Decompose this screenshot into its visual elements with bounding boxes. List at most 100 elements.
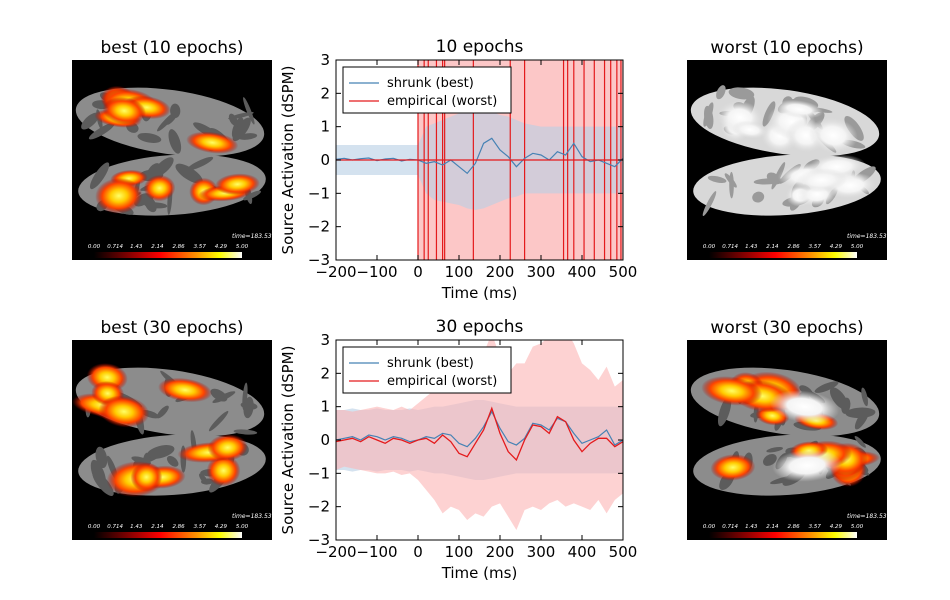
sulcus-shape: [724, 173, 737, 188]
y-tick-label: 0: [320, 151, 330, 169]
brain-image: time=183.53 ms 0.00 0.714 1.43 2.14 2.86 3.57 4…: [72, 60, 282, 260]
hemisphere: [78, 154, 266, 216]
hemisphere: [78, 430, 266, 497]
colorbar-tick-label: 2.14: [766, 524, 779, 530]
hemisphere: [75, 85, 265, 157]
brain-panel-worst-30: worst (30 epochs) time=183.53 ms 0.00 0.71…: [687, 318, 897, 540]
colorbar-tick-label: 4.29: [830, 244, 843, 250]
sulcus-shape: [90, 459, 106, 488]
colorbar-tick-label: 3.57: [809, 524, 822, 530]
colorbar-tick-label: 2.86: [172, 524, 185, 530]
colorbar-tick-label: 2.86: [787, 524, 800, 530]
colorbar-tick-label: 5.00: [236, 524, 249, 530]
brain-panel-best-30: best (30 epochs) time=183.53 ms 0.00 0.714…: [72, 318, 282, 540]
activation-blob: [95, 177, 143, 214]
sulcus-shape: [81, 112, 100, 130]
colorbar-tick-label: 0.714: [722, 524, 738, 530]
y-tick-label: 1: [320, 118, 330, 136]
sulcus-shape: [766, 447, 783, 453]
x-tick-label: 300: [527, 263, 556, 281]
chart-title: 30 epochs: [436, 317, 524, 337]
colorbar-tick-label: 2.86: [787, 244, 800, 250]
x-tick-label: 200: [486, 543, 515, 561]
legend: shrunk (best) empirical (worst): [342, 346, 512, 394]
sulcus-shape: [704, 105, 714, 129]
colorbar-tick-label: 1.43: [130, 244, 143, 250]
y-tick-label: 2: [320, 84, 330, 102]
colorbar-tick-label: 2.86: [172, 244, 185, 250]
legend-entry: empirical (worst): [387, 374, 497, 389]
sulcus-shape: [175, 163, 203, 184]
activation-blob: [808, 117, 858, 154]
colorbar-tick-label: 3.57: [194, 524, 207, 530]
sulcus-shape: [763, 453, 777, 466]
y-tick-label: −3: [308, 531, 330, 549]
colorbar-tick-label: 0.714: [107, 244, 123, 250]
sulcus-shape: [854, 408, 870, 430]
y-tick-label: 2: [320, 364, 330, 382]
activation-blob: [769, 390, 840, 424]
sulcus-shape: [232, 117, 251, 142]
sulcus-shape: [237, 133, 258, 140]
time-label: time=183.53 ms: [847, 233, 897, 240]
x-tick-label: 400: [568, 263, 597, 281]
x-tick-label: 400: [568, 543, 597, 561]
y-tick-label: −2: [308, 218, 330, 236]
sulcus-shape: [89, 162, 110, 190]
legend-entry: empirical (worst): [387, 94, 497, 109]
legend-box: [342, 346, 512, 394]
brain-image: time=183.53 ms 0.00 0.714 1.43 2.14 2.86 3.57 4…: [687, 340, 897, 540]
sulcus-shape: [707, 175, 727, 183]
colorbar-tick-label: 1.43: [130, 524, 143, 530]
time-label: time=183.53 ms: [232, 233, 282, 240]
legend-entry: shrunk (best): [387, 356, 474, 371]
sulcus-shape: [233, 429, 258, 435]
sulcus-shape: [166, 455, 179, 467]
y-axis-label: Source Activation (dSPM): [279, 346, 297, 535]
y-tick-label: 1: [320, 398, 330, 416]
colorbar: [709, 532, 857, 538]
colorbar: [94, 532, 242, 538]
x-axis-label: Time (ms): [441, 284, 518, 302]
brain-title: worst (30 epochs): [710, 318, 863, 338]
colorbar: [709, 252, 857, 258]
sulcus-shape: [156, 405, 169, 419]
time-label: time=183.53 ms: [847, 513, 897, 520]
brain-title: worst (10 epochs): [710, 38, 863, 58]
colorbar-tick-label: 2.14: [766, 244, 779, 250]
activation-blob: [710, 454, 756, 481]
sulcus-shape: [728, 87, 755, 100]
x-tick-label: −200: [315, 263, 356, 281]
hemisphere: [690, 367, 880, 437]
empirical-line: [336, 406, 623, 462]
chart-30-epochs: −200 −100 0 100 200 300 400 500 3 2 1 0 −1 −2 −3 30 epo…: [279, 317, 637, 582]
shrunk-line: [336, 410, 623, 448]
x-tick-label: −100: [356, 263, 397, 281]
sulcus-shape: [210, 388, 228, 402]
legend-entry: shrunk (best): [387, 76, 474, 91]
brain-panel-best-10: best (10 epochs) time=183.53 ms 0.00 0.714…: [72, 38, 282, 260]
x-tick-label: 0: [413, 263, 423, 281]
brain-title: best (10 epochs): [100, 38, 243, 58]
x-tick-label: 100: [445, 263, 474, 281]
sulcus-shape: [702, 191, 717, 217]
colorbar-tick-label: 0.00: [88, 244, 101, 250]
y-tick-label: 3: [320, 331, 330, 349]
colorbar-tick-label: 0.714: [107, 524, 123, 530]
activation-blob: [795, 168, 848, 193]
activation-blob: [772, 449, 843, 482]
activation-blob: [775, 99, 824, 119]
brain-title: best (30 epochs): [100, 318, 243, 338]
colorbar-tick-label: 2.14: [151, 524, 164, 530]
activation-blob: [207, 434, 248, 461]
colorbar-tick-label: 4.29: [215, 524, 228, 530]
activation-blob: [158, 377, 213, 403]
x-tick-label: 200: [486, 263, 515, 281]
sulcus-shape: [146, 445, 175, 459]
x-tick-label: 0: [413, 543, 423, 561]
time-label: time=183.53 ms: [232, 513, 282, 520]
colorbar: [94, 252, 242, 258]
activation-blob: [215, 173, 260, 195]
colorbar-tick-label: 0.00: [88, 524, 101, 530]
legend-box: [342, 66, 512, 114]
